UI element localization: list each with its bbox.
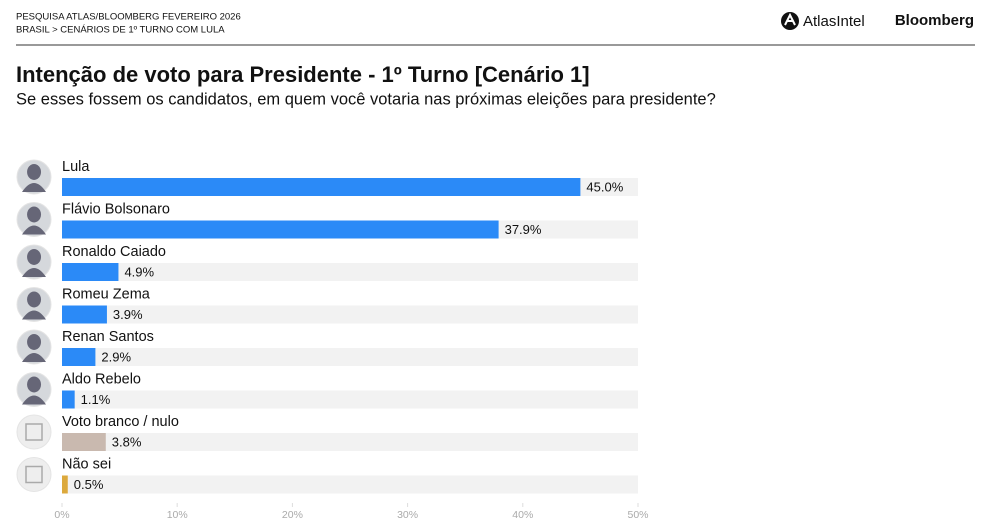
value-label: 2.9% (101, 349, 131, 364)
logo-icon-mark (784, 12, 796, 26)
value-label: 4.9% (124, 264, 154, 279)
category-label: Romeu Zema (62, 286, 151, 302)
logo-right: Bloomberg (895, 12, 974, 29)
x-tick-label: 30% (397, 509, 418, 521)
bar (62, 220, 499, 239)
avatar-figure (22, 249, 46, 277)
bar (62, 178, 581, 196)
bar (62, 348, 96, 366)
chart-title: Intenção de voto para Presidente - 1º Tu… (16, 62, 590, 87)
x-tick-label: 0% (54, 509, 69, 521)
x-tick-label: 10% (167, 509, 188, 521)
category-label: Voto branco / nulo (62, 414, 179, 430)
value-label: 45.0% (586, 179, 623, 194)
bar-track (62, 433, 638, 451)
bar-track (62, 390, 638, 409)
bar (62, 263, 119, 281)
category-label: Ronaldo Caiado (62, 244, 166, 260)
bar (62, 475, 68, 494)
value-label: 1.1% (81, 392, 111, 407)
avatar-icon (25, 465, 43, 484)
bar-track (62, 475, 638, 494)
value-label: 3.9% (113, 307, 143, 322)
value-label: 3.8% (112, 434, 142, 449)
bar-track (62, 305, 638, 324)
bar-track (62, 263, 638, 281)
category-label: Renan Santos (62, 329, 154, 345)
avatar (16, 457, 52, 492)
bar (62, 305, 107, 324)
avatar-figure (22, 164, 46, 192)
x-tick-label: 50% (627, 509, 648, 521)
category-label: Lula (62, 159, 90, 175)
x-tick-label: 40% (512, 509, 533, 521)
avatar-figure (22, 376, 46, 405)
category-label: Não sei (62, 456, 111, 472)
logo-left: AtlasIntel (803, 13, 865, 30)
avatar-figure (22, 334, 46, 362)
x-tick-label: 20% (282, 509, 303, 521)
category-label: Flávio Bolsonaro (62, 201, 170, 217)
avatar (16, 414, 52, 450)
chart-subtitle: Se esses fossem os candidatos, em quem v… (16, 90, 716, 108)
source: PESQUISA ATLAS/BLOOMBERG FEVEREIRO 2026 (16, 12, 241, 23)
value-label: 0.5% (74, 477, 104, 492)
bar-track (62, 348, 638, 366)
category-label: Aldo Rebelo (62, 371, 141, 387)
avatar-figure (22, 206, 46, 235)
avatar-figure (22, 291, 46, 320)
breadcrumb: BRASIL > CENÁRIOS DE 1º TURNO COM LULA (16, 25, 225, 36)
avatar-icon (25, 423, 43, 441)
value-label: 37.9% (505, 222, 542, 237)
bar (62, 433, 106, 451)
bar (62, 390, 75, 409)
